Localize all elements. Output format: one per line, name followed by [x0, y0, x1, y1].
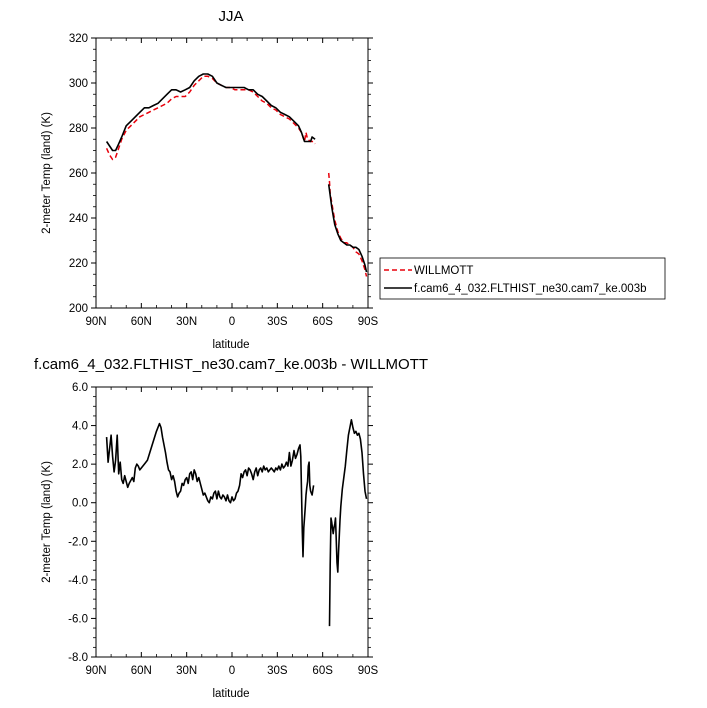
chart-bottom-series-group [105, 419, 368, 627]
chart-top-series-0-segment-0 [105, 75, 316, 161]
chart-top-ytick-label: 300 [69, 78, 88, 90]
chart-top-frame [95, 37, 369, 309]
chart-bottom-series-0-segment-1 [328, 419, 368, 627]
chart-top-ytick-label: 220 [69, 258, 88, 270]
chart-bottom-ytick-label: -8.0 [68, 652, 88, 664]
chart-top-series-1-segment-0 [105, 73, 316, 152]
chart-top-ylabel: 2-meter Temp (land) (K) [41, 112, 53, 234]
chart-top-xtick-label: 60N [131, 316, 152, 328]
chart-bottom-ytick-label: 2.0 [72, 459, 88, 471]
chart-legend: WILLMOTT f.cam6_4_032.FLTHIST_ne30.cam7_… [379, 257, 666, 300]
chart-bottom-xtick-label: 90S [358, 665, 379, 677]
chart-top-xtick-label: 90S [358, 316, 379, 328]
chart-top-xtick-label: 0 [229, 316, 235, 328]
chart-top-xtick-label: 90N [85, 316, 106, 328]
chart-bottom-ytick-label: -2.0 [68, 536, 88, 548]
chart-top-panel: JJA 90N 60N 30N 0 30S 60S 90S 200 220 240 260 280 30… [41, 8, 379, 351]
chart-top-xtick-label: 30S [267, 316, 288, 328]
chart-bottom-ytick-label: 6.0 [72, 382, 88, 394]
chart-top-ytick-label: 320 [69, 33, 88, 45]
chart-bottom-frame [95, 386, 369, 658]
chart-bottom-ytick-label: -4.0 [68, 575, 88, 587]
legend-box [379, 257, 666, 300]
chart-bottom-ylabel: 2-meter Temp (land) (K) [41, 461, 53, 583]
chart-bottom-xtick-label: 60N [131, 665, 152, 677]
chart-bottom-xtick-label: 30N [176, 665, 197, 677]
chart-bottom-xtick-label: 90N [85, 665, 106, 677]
chart-top-title: JJA [218, 8, 243, 25]
chart-top-xlabel: latitude [212, 339, 249, 351]
chart-top-ytick-label: 280 [69, 123, 88, 135]
chart-bottom-ytick-label: 4.0 [72, 421, 88, 433]
chart-bottom-panel: f.cam6_4_032.FLTHIST_ne30.cam7_ke.003b -… [34, 356, 428, 700]
chart-top-ytick-label: 240 [69, 213, 88, 225]
chart-top-series-1-segment-1 [327, 184, 368, 273]
chart-top-axes: 90N 60N 30N 0 30S 60S 90S 200 220 240 260 280 300 320 [69, 33, 379, 328]
chart-bottom-axes: 90N 60N 30N 0 30S 60S 90S -8.0 -6.0 -4.0 -2.0 0.0 2.… [68, 382, 378, 677]
chart-bottom-xlabel: latitude [212, 688, 249, 700]
chart-top-xtick-label: 30N [176, 316, 197, 328]
chart-bottom-ytick-label: -6.0 [68, 613, 88, 625]
chart-bottom-xtick-label: 30S [267, 665, 288, 677]
chart-bottom-ytick-label: 0.0 [72, 498, 88, 510]
chart-top-series-group [105, 73, 368, 277]
chart-bottom-title: f.cam6_4_032.FLTHIST_ne30.cam7_ke.003b -… [34, 356, 428, 373]
legend-label-model: f.cam6_4_032.FLTHIST_ne30.cam7_ke.003b [414, 283, 646, 295]
chart-top-ytick-label: 200 [69, 303, 88, 315]
legend-label-willmott: WILLMOTT [414, 265, 473, 277]
chart-top-xtick-label: 60S [312, 316, 333, 328]
chart-bottom-xtick-label: 0 [229, 665, 235, 677]
chart-top-ytick-label: 260 [69, 168, 88, 180]
chart-bottom-series-0-segment-0 [105, 422, 315, 558]
chart-bottom-xtick-label: 60S [312, 665, 333, 677]
